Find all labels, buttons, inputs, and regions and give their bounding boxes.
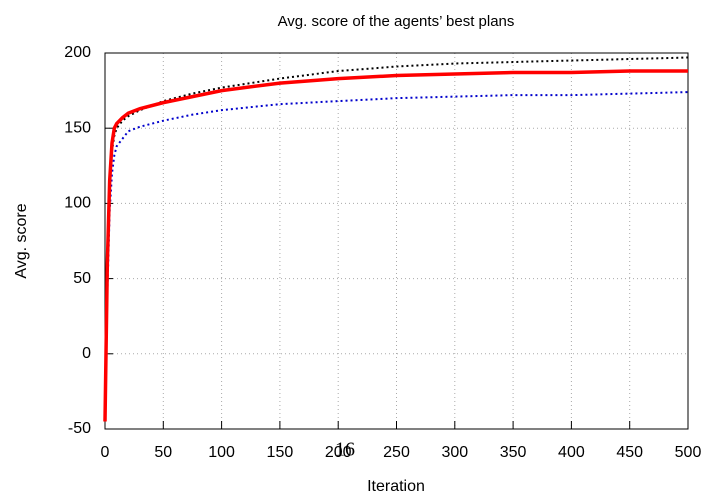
x-tick-label: 150 bbox=[267, 444, 294, 461]
y-axis-label: Avg. score bbox=[13, 203, 30, 278]
plot-frame bbox=[104, 52, 689, 430]
y-tick-label: 200 bbox=[64, 44, 91, 61]
page-number: 16 bbox=[335, 439, 355, 461]
x-tick-label: 300 bbox=[441, 444, 468, 461]
y-tick-label: 150 bbox=[64, 119, 91, 136]
x-tick-label: 250 bbox=[383, 444, 410, 461]
y-tick-label: 100 bbox=[64, 195, 91, 212]
x-tick-label: 350 bbox=[500, 444, 527, 461]
x-tick-label: 500 bbox=[675, 444, 702, 461]
x-tick-label: 450 bbox=[616, 444, 643, 461]
x-tick-label: 0 bbox=[101, 444, 110, 461]
line-series bbox=[103, 69, 688, 422]
chart-title: Avg. score of the agents’ best plans bbox=[278, 13, 515, 30]
y-tick-label: -50 bbox=[68, 420, 91, 437]
line-series bbox=[104, 56, 689, 422]
x-axis-label: Iteration bbox=[367, 478, 425, 495]
x-tick-label: 400 bbox=[558, 444, 585, 461]
x-tick-label: 50 bbox=[154, 444, 172, 461]
x-tick-label: 200 bbox=[325, 444, 352, 461]
y-tick-label: 50 bbox=[73, 270, 91, 287]
line-series bbox=[104, 91, 689, 422]
y-tick-label: 0 bbox=[82, 345, 91, 362]
x-tick-label: 100 bbox=[208, 444, 235, 461]
